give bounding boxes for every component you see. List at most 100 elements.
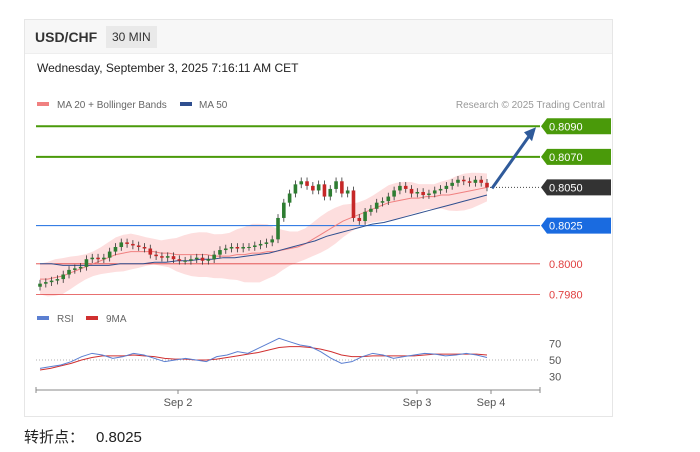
bollinger-fill bbox=[40, 172, 487, 297]
candle-body bbox=[345, 190, 350, 194]
legend-swatch-rsi bbox=[37, 316, 49, 320]
credit-text: Research © 2025 Trading Central bbox=[456, 100, 605, 111]
rsi-tick-0: 70 bbox=[549, 338, 561, 350]
candle-body bbox=[270, 239, 275, 243]
candle-body bbox=[334, 181, 338, 189]
timeframe-badge[interactable]: 30 MIN bbox=[106, 26, 157, 48]
candle bbox=[206, 255, 211, 265]
candle-body bbox=[421, 191, 425, 196]
candle bbox=[119, 238, 124, 251]
candle-body bbox=[467, 181, 472, 183]
candle bbox=[229, 243, 234, 253]
level-lines bbox=[36, 125, 540, 295]
candle bbox=[252, 241, 257, 251]
candle bbox=[473, 175, 478, 187]
candle bbox=[432, 186, 437, 198]
candle-body bbox=[386, 196, 391, 202]
rsi-legend: RSI 9MA bbox=[37, 314, 127, 325]
candle bbox=[438, 185, 443, 195]
candle bbox=[479, 175, 483, 187]
candle-body bbox=[322, 184, 327, 197]
candle bbox=[212, 250, 216, 264]
candle-body bbox=[189, 259, 193, 261]
candle-body bbox=[252, 245, 257, 247]
x-tick-label: Sep 3 bbox=[403, 397, 432, 409]
candle bbox=[171, 252, 176, 264]
candle bbox=[328, 185, 333, 201]
candle-body bbox=[363, 211, 367, 222]
candle-body bbox=[235, 246, 240, 249]
candle-body bbox=[67, 269, 71, 275]
candle bbox=[264, 238, 269, 248]
level-labels: 0.8090 0.8070 0.8050 0.8025 0.8000 0.7980 bbox=[541, 118, 611, 301]
candle-body bbox=[218, 250, 222, 255]
candle bbox=[340, 177, 344, 198]
candle-body bbox=[160, 256, 164, 258]
candle bbox=[409, 185, 414, 198]
candle bbox=[322, 180, 327, 201]
candle-body bbox=[444, 185, 449, 189]
level-label-box-1 bbox=[541, 148, 611, 165]
ma20-line bbox=[40, 186, 488, 280]
candle bbox=[78, 263, 83, 273]
candle bbox=[183, 256, 187, 265]
candle-body bbox=[328, 188, 333, 197]
candle bbox=[398, 182, 402, 195]
candle-body bbox=[38, 283, 42, 287]
arrow-head bbox=[524, 127, 536, 142]
candle bbox=[357, 214, 362, 225]
candle bbox=[235, 243, 240, 253]
candle-body bbox=[142, 246, 147, 249]
main-legend: MA 20 + Bollinger Bands MA 50 Research ©… bbox=[37, 100, 605, 111]
legend-swatch-ma50 bbox=[180, 102, 192, 106]
candle bbox=[96, 253, 100, 264]
candle bbox=[403, 182, 408, 193]
candle bbox=[131, 240, 135, 250]
candle bbox=[102, 253, 106, 264]
level-label-3: 0.8025 bbox=[549, 221, 583, 233]
candle-body bbox=[369, 208, 373, 212]
candle-body bbox=[200, 257, 205, 261]
candle bbox=[450, 178, 454, 190]
rsi-tick-1: 50 bbox=[549, 355, 561, 367]
candle bbox=[160, 252, 164, 262]
candle-body bbox=[131, 243, 135, 246]
candle-body bbox=[247, 246, 251, 248]
level-label-box-2 bbox=[541, 179, 611, 196]
pivot-value: 0.8025 bbox=[96, 429, 142, 446]
candle bbox=[444, 182, 449, 193]
candle bbox=[351, 186, 356, 222]
candle bbox=[427, 189, 431, 199]
candle-body bbox=[194, 257, 199, 260]
candle bbox=[223, 244, 228, 254]
candle bbox=[90, 253, 95, 264]
candle bbox=[38, 279, 42, 291]
candle bbox=[345, 186, 350, 198]
symbol-title: USD/CHF bbox=[35, 29, 98, 45]
candle bbox=[293, 180, 298, 198]
candle bbox=[369, 204, 373, 216]
candle-body bbox=[392, 190, 396, 197]
candle-body bbox=[316, 184, 321, 191]
candle bbox=[241, 243, 245, 253]
candle bbox=[299, 177, 304, 189]
candle-body bbox=[398, 185, 402, 191]
candle-body bbox=[223, 248, 228, 251]
candle bbox=[467, 177, 472, 187]
pivot-footer: 转折点： 0.8025 bbox=[24, 426, 142, 447]
candle-body bbox=[107, 251, 112, 258]
pivot-label: 转折点： bbox=[24, 429, 85, 446]
candle-body bbox=[96, 257, 100, 260]
candle-body bbox=[44, 282, 48, 284]
candle bbox=[73, 264, 77, 274]
candle-body bbox=[403, 185, 408, 189]
candle-body bbox=[171, 256, 176, 260]
candle-body bbox=[432, 190, 437, 194]
candle bbox=[154, 250, 158, 260]
candle bbox=[392, 186, 396, 201]
candle bbox=[49, 276, 54, 286]
candle-body bbox=[119, 242, 124, 247]
candles bbox=[38, 175, 489, 291]
candle-body bbox=[206, 259, 211, 261]
candle bbox=[44, 278, 48, 288]
